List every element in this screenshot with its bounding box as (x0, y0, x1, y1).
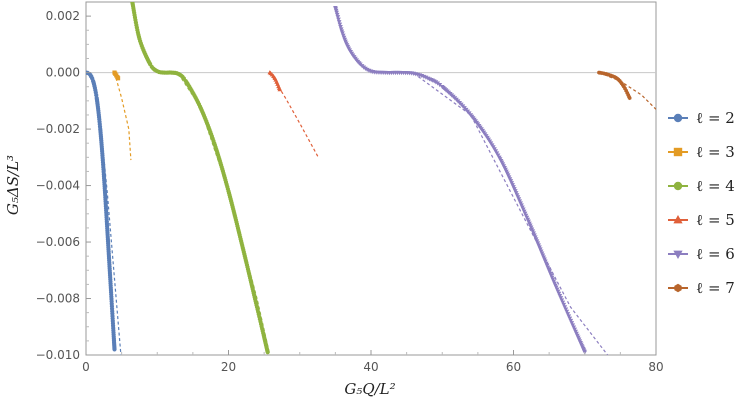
legend-label: ℓ = 4 (696, 177, 735, 195)
x-axis-label: G₅Q/L² (344, 380, 395, 398)
data-point (433, 80, 439, 85)
y-tick-label: −0.002 (36, 122, 80, 136)
data-line (334, 7, 586, 353)
legend-label: ℓ = 7 (696, 279, 735, 297)
data-point (566, 314, 572, 319)
data-point (336, 20, 342, 25)
x-tick-label: 20 (221, 360, 236, 374)
plot-frame (85, 1, 657, 356)
data-point (569, 321, 575, 326)
data-point (363, 66, 368, 71)
data-point (559, 298, 565, 303)
data-point (495, 153, 501, 158)
fit-curve (86, 72, 122, 355)
data-point (277, 87, 283, 92)
data-point (571, 325, 577, 330)
series-7 (597, 70, 656, 110)
y-tick-label: −0.010 (36, 348, 80, 362)
data-point (265, 350, 270, 355)
data-point (112, 347, 117, 352)
fit-curve (413, 72, 609, 355)
series-4 (130, 2, 271, 355)
y-tick-label: −0.008 (36, 292, 80, 306)
y-tick-label: −0.006 (36, 235, 80, 249)
legend-marker (673, 181, 683, 191)
series-3 (112, 70, 132, 161)
legend-item: ℓ = 4 (668, 177, 735, 195)
series-layer (86, 2, 656, 355)
legend-label: ℓ = 6 (696, 245, 735, 263)
data-point (562, 305, 568, 310)
x-tick-label: 80 (648, 360, 663, 374)
data-point (567, 316, 573, 321)
data-point (437, 83, 443, 88)
x-tick-label: 60 (506, 360, 521, 374)
legend-item: ℓ = 2 (668, 109, 735, 127)
data-point (568, 318, 574, 324)
data-point (115, 76, 121, 81)
data-point (556, 291, 562, 296)
data-point (557, 293, 563, 299)
data-point (558, 296, 564, 301)
legend-marker (673, 214, 683, 224)
legend-label: ℓ = 3 (696, 143, 735, 161)
data-point (494, 151, 500, 156)
legend: ℓ = 2 ℓ = 3 ℓ = 4 ℓ = 5 ℓ = 6 ℓ = 7 (668, 109, 735, 297)
legend-marker (673, 113, 683, 123)
axis-ticks: 0 20 40 60 80 0.002 0.000 −0.002 −0.004 −0.006 −0.… (36, 9, 664, 374)
data-point (334, 12, 340, 18)
series-6 (333, 5, 609, 355)
legend-item: ℓ = 6 (668, 245, 735, 263)
legend-marker (673, 147, 683, 157)
data-point (338, 27, 344, 32)
data-point (555, 289, 561, 294)
legend-item: ℓ = 3 (668, 143, 735, 161)
series-2 (86, 70, 122, 355)
legend-label: ℓ = 5 (696, 211, 735, 229)
legend-marker (673, 250, 683, 260)
y-axis-label: G₅ΔS/L³ (4, 155, 22, 215)
fit-curve (178, 73, 271, 355)
y-tick-label: 0.000 (46, 66, 80, 80)
data-point (564, 309, 570, 315)
data-point (335, 15, 341, 20)
data-point (565, 312, 571, 317)
data-point (561, 302, 567, 308)
data-point (338, 25, 343, 30)
legend-item: ℓ = 7 (668, 279, 735, 297)
data-point (563, 307, 569, 312)
fit-curve (113, 72, 132, 161)
data-point (570, 323, 576, 328)
data-point (560, 300, 566, 305)
x-tick-label: 40 (363, 360, 378, 374)
data-point (336, 17, 341, 22)
y-tick-label: −0.004 (36, 179, 80, 193)
fit-curve (269, 72, 319, 158)
data-point (337, 22, 343, 27)
data-point (334, 10, 339, 15)
data-point (435, 81, 440, 86)
data-point (627, 95, 632, 101)
data-point (340, 31, 345, 36)
legend-item: ℓ = 5 (668, 211, 735, 229)
plot-area (85, 1, 657, 356)
x-tick-label: 0 (82, 360, 90, 374)
y-tick-label: 0.002 (46, 9, 80, 23)
data-line (131, 2, 269, 353)
series-5 (267, 70, 319, 158)
legend-label: ℓ = 2 (696, 109, 735, 127)
legend-marker (674, 283, 682, 293)
data-point (340, 33, 346, 38)
